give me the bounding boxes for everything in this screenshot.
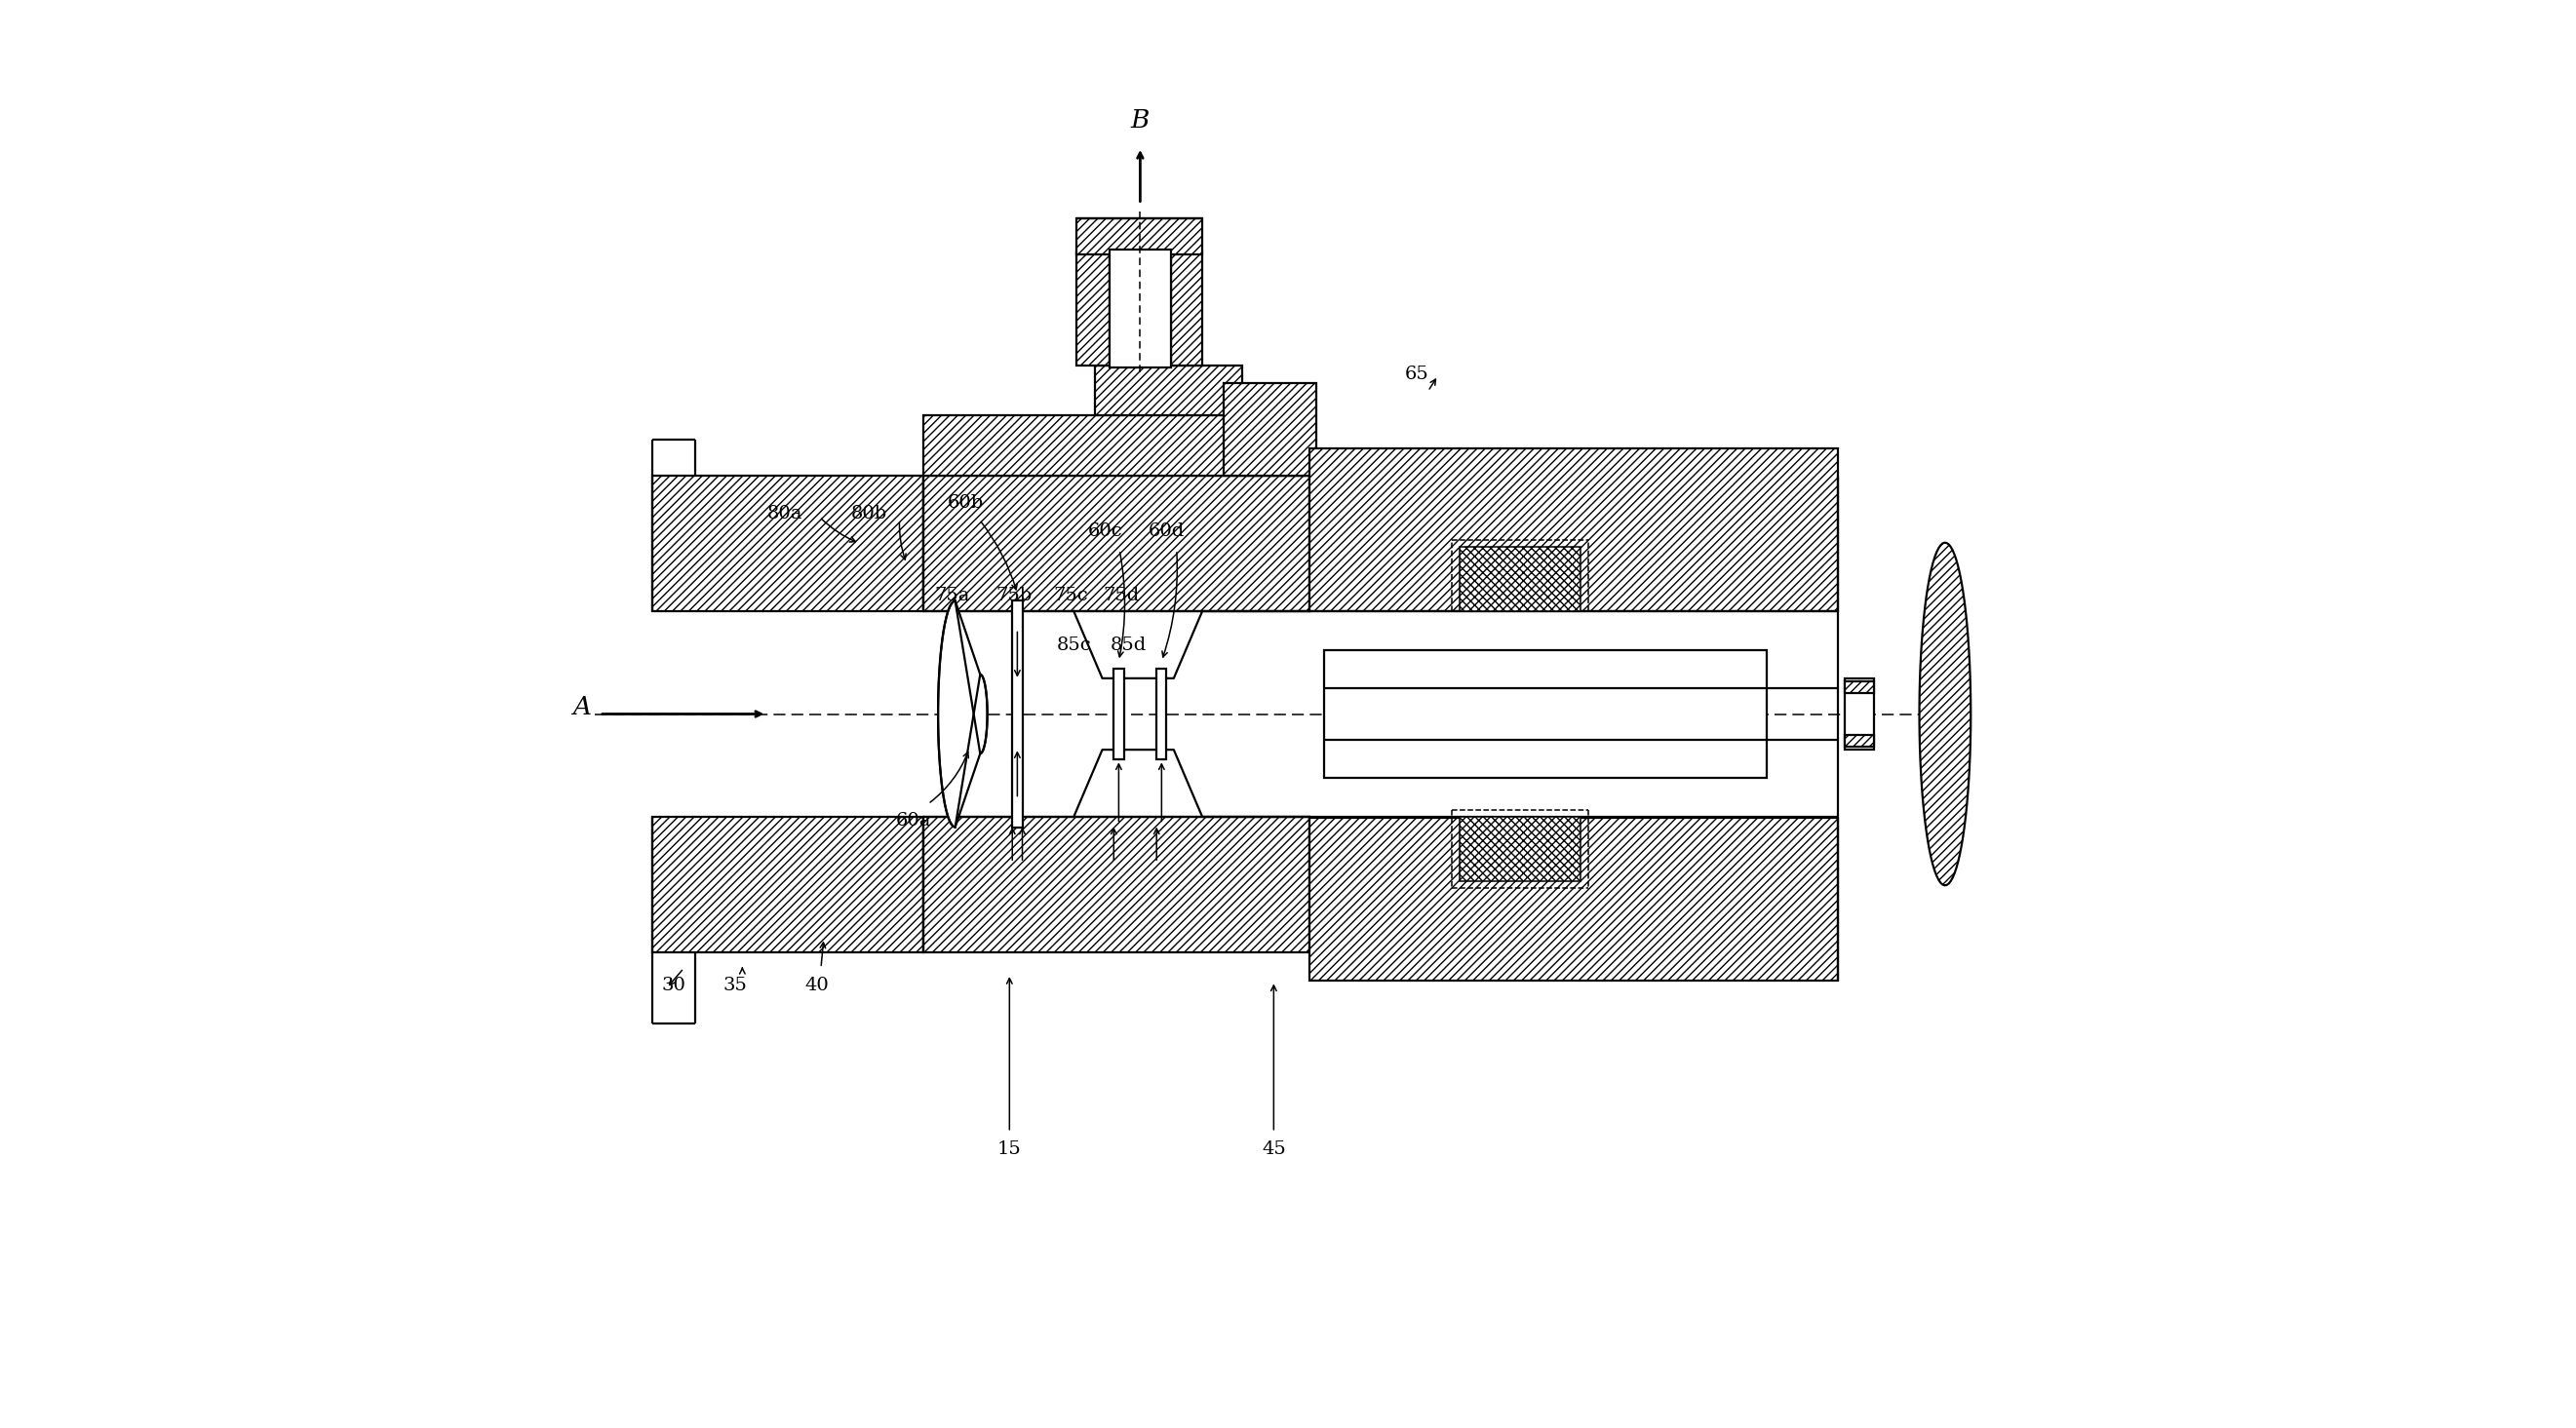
Bar [1224, 383, 1316, 476]
Bar [925, 416, 1309, 476]
Bar [1844, 681, 1873, 693]
Text: 35: 35 [724, 977, 747, 994]
Bar [1157, 668, 1167, 760]
Bar [1113, 668, 1123, 760]
Text: 45: 45 [1262, 1141, 1285, 1158]
Bar [652, 476, 925, 611]
Text: B: B [1131, 109, 1149, 133]
Text: 60c: 60c [1087, 523, 1123, 540]
Text: 75c: 75c [1054, 587, 1087, 604]
Text: 75b: 75b [994, 587, 1033, 604]
Bar [1309, 448, 1837, 611]
Bar [1077, 218, 1203, 254]
Text: 80a: 80a [768, 506, 804, 523]
Text: 60a: 60a [896, 813, 933, 830]
Polygon shape [938, 601, 987, 827]
Text: 85d: 85d [1110, 637, 1146, 654]
Text: 40: 40 [804, 977, 829, 994]
Text: 75d: 75d [1103, 587, 1139, 604]
Bar [925, 817, 1309, 952]
Bar [1077, 251, 1203, 366]
Text: 75a: 75a [935, 587, 971, 604]
Bar [1461, 547, 1582, 611]
Text: A: A [572, 694, 590, 720]
Bar [1012, 601, 1023, 827]
Text: 65: 65 [1404, 366, 1430, 383]
Bar [652, 817, 925, 952]
Bar [925, 476, 1309, 611]
Bar [1844, 735, 1873, 747]
Text: 60b: 60b [948, 494, 984, 511]
Text: 30: 30 [662, 977, 685, 994]
Polygon shape [1919, 543, 1971, 885]
Bar [1095, 366, 1242, 416]
Text: 15: 15 [997, 1141, 1023, 1158]
Text: 60d: 60d [1149, 523, 1185, 540]
Bar [1110, 250, 1172, 367]
Bar [1309, 818, 1837, 981]
Bar [1844, 678, 1873, 750]
Text: 80b: 80b [850, 506, 889, 523]
Text: 85c: 85c [1056, 637, 1092, 654]
Bar [1324, 650, 1767, 778]
Bar [1461, 817, 1582, 881]
